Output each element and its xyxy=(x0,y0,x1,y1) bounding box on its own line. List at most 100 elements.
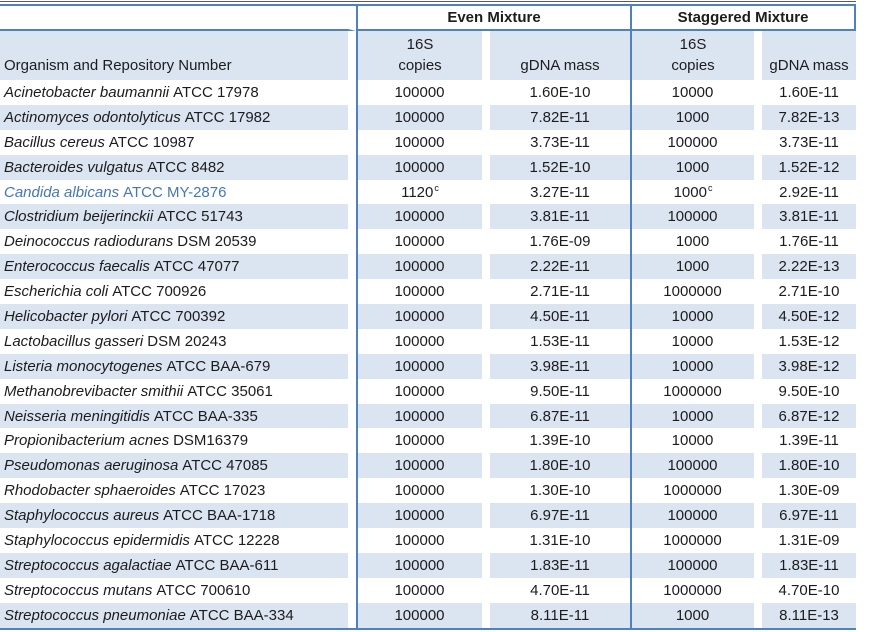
staggered-16s-copies-value: 1000000 xyxy=(663,482,722,500)
staggered-gdna-mass-value: 8.11E-13 xyxy=(779,606,839,624)
repository-number: ATCC 17978 xyxy=(173,83,259,101)
even-16s-copies-cell: 100000 xyxy=(356,154,490,180)
even-16s-copies-value: 100000 xyxy=(394,507,445,525)
staggered-16s-copies-cell: 100000 xyxy=(630,503,762,529)
staggered-16s-copies-value: 10000 xyxy=(671,83,714,101)
even-16s-copies-value: 100000 xyxy=(394,407,445,425)
staggered-gdna-mass-cell: 1.83E-11 xyxy=(762,552,856,578)
organism-cell: Methanobrevibacter smithii ATCC 35061 xyxy=(0,378,356,404)
staggered-16s-copies-value: 10000 xyxy=(671,407,714,425)
even-16s-copies-value: 100000 xyxy=(394,258,445,276)
even-16s-copies-value: 100000 xyxy=(394,531,445,549)
even-16s-copies-cell: 100000 xyxy=(356,403,490,429)
organism-table-row: Staphylococcus aureus ATCC BAA-1718 10000… xyxy=(0,503,856,529)
organism-name: Deinococcus radiodurans xyxy=(4,233,174,251)
even-gdna-mass-cell: 1.80E-10 xyxy=(490,453,630,479)
staggered-16s-copies-cell: 10000 xyxy=(630,403,762,429)
even-16s-copies-value: 100000 xyxy=(394,208,445,226)
even-gdna-mass-value: 1.39E-10 xyxy=(529,432,591,450)
organism-table-row: Acinetobacter baumannii ATCC 17978 100000… xyxy=(0,80,856,105)
organism-name: Listeria monocytogenes xyxy=(4,357,163,375)
staggered-gdna-mass-cell: 1.80E-10 xyxy=(762,453,856,479)
organism-cell: Propionibacterium acnes DSM16379 xyxy=(0,428,356,454)
even-gdna-mass-value: 6.97E-11 xyxy=(530,507,590,525)
organism-name: Streptococcus mutans xyxy=(4,581,153,599)
staggered-gdna-mass-cell: 1.31E-09 xyxy=(762,528,856,553)
staggered-16s-copies-value: 1000 xyxy=(675,158,710,176)
organism-name: Helicobacter pylori xyxy=(4,307,128,325)
staggered-gdna-mass-value: 1.76E-11 xyxy=(779,233,839,251)
even-16s-copies-value: 100000 xyxy=(394,581,445,599)
even-gdna-mass-value: 1.53E-11 xyxy=(530,332,590,350)
repository-number: ATCC BAA-679 xyxy=(166,357,271,375)
organism-table-row: Neisseria meningitidis ATCC BAA-335 10000… xyxy=(0,403,856,429)
staggered-16s-copies-cell: 10000 xyxy=(630,353,762,379)
staggered-gdna-mass-value: 3.73E-11 xyxy=(779,133,839,151)
even-16s-copies-cell: 100000 xyxy=(356,353,490,379)
staggered-16s-copies-cell: 1000 xyxy=(630,104,762,130)
staggered-16s-copies-value: 1000000 xyxy=(663,382,722,400)
organism-cell: Escherichia coli ATCC 700926 xyxy=(0,279,356,305)
column-header-row: Organism and Repository Number 16S copie… xyxy=(0,31,856,80)
staggered-gdna-mass-value: 2.92E-11 xyxy=(779,183,839,201)
even-gdna-mass-cell: 4.50E-11 xyxy=(490,304,630,329)
organism-name: Neisseria meningitidis xyxy=(4,407,150,425)
copies-header-line2: copies xyxy=(398,57,442,74)
staggered-16s-copies-value: 1000000 xyxy=(663,531,722,549)
even-gdna-mass-cell: 1.39E-10 xyxy=(490,428,630,454)
even-16s-copies-cell: 100000 xyxy=(356,229,490,255)
even-16s-copies-value: 100000 xyxy=(394,457,445,475)
staggered-gdna-mass-value: 4.50E-12 xyxy=(778,307,840,325)
organism-cell: Staphylococcus epidermidis ATCC 12228 xyxy=(0,528,356,553)
table-body: Acinetobacter baumannii ATCC 17978 100000… xyxy=(0,80,856,628)
even-16s-copies-cell: 1120c xyxy=(356,179,490,205)
staggered-16s-copies-cell: 1000000 xyxy=(630,528,762,553)
staggered-gdna-mass-value: 3.81E-11 xyxy=(779,208,839,226)
staggered-16s-copies-cell: 10000 xyxy=(630,428,762,454)
organism-table-row: Pseudomonas aeruginosa ATCC 47085 100000 … xyxy=(0,453,856,479)
repository-number: ATCC 35061 xyxy=(187,382,273,400)
staggered-gdna-mass-cell: 6.97E-11 xyxy=(762,503,856,529)
staggered-gdna-mass-cell: 1.30E-09 xyxy=(762,478,856,504)
staggered-gdna-mass-value: 1.31E-09 xyxy=(778,531,840,549)
even-16s-copies-value: 100000 xyxy=(394,83,445,101)
footnote-marker: c xyxy=(707,182,713,193)
staggered-gdna-mass-value: 4.70E-10 xyxy=(778,581,840,599)
staggered-gdna-mass-value: 2.71E-10 xyxy=(778,283,840,301)
organism-table-row: Deinococcus radiodurans DSM 20539 100000 … xyxy=(0,229,856,255)
repository-number: DSM16379 xyxy=(173,432,249,450)
even-gdna-mass-cell: 1.31E-10 xyxy=(490,528,630,553)
organism-cell: Deinococcus radiodurans DSM 20539 xyxy=(0,229,356,255)
even-16s-copies-cell: 100000 xyxy=(356,378,490,404)
organism-name: Pseudomonas aeruginosa xyxy=(4,457,179,475)
even-16s-copies-value: 100000 xyxy=(394,133,445,151)
even-16s-copies-cell: 100000 xyxy=(356,104,490,130)
even-gdna-mass-value: 2.22E-11 xyxy=(530,258,590,276)
organism-cell: Actinomyces odontolyticus ATCC 17982 xyxy=(0,104,356,130)
staggered-16s-copies-cell: 10000 xyxy=(630,80,762,105)
repository-number: ATCC 700926 xyxy=(112,283,207,301)
even-gdna-mass-value: 8.11E-11 xyxy=(530,606,590,624)
repository-number: ATCC 700392 xyxy=(131,307,226,325)
even-16s-copies-value: 100000 xyxy=(394,432,445,450)
organism-column-header: Organism and Repository Number xyxy=(0,31,356,80)
even-gdna-mass-cell: 2.71E-11 xyxy=(490,279,630,305)
repository-number: ATCC BAA-611 xyxy=(175,556,279,574)
organism-table-row: Streptococcus mutans ATCC 700610 100000 4… xyxy=(0,577,856,603)
staggered-gdna-mass-cell: 9.50E-10 xyxy=(762,378,856,404)
organism-table-row: Clostridium beijerinckii ATCC 51743 10000… xyxy=(0,204,856,230)
staggered-gdna-mass-value: 3.98E-12 xyxy=(778,357,840,375)
even-16s-copies-cell: 100000 xyxy=(356,328,490,354)
organism-name: Lactobacillus gasseri xyxy=(4,332,144,350)
table-header: Even Mixture Staggered Mixture Organism … xyxy=(0,6,856,80)
organism-table-row: Propionibacterium acnes DSM16379 100000 1… xyxy=(0,428,856,454)
organism-name: Clostridium beijerinckii xyxy=(4,208,154,226)
repository-number: ATCC 51743 xyxy=(157,208,243,226)
even-16s-copies-header: 16S copies xyxy=(356,31,490,80)
even-gdna-mass-value: 1.80E-10 xyxy=(529,457,591,475)
even-gdna-mass-value: 1.52E-10 xyxy=(529,158,591,176)
staggered-gdna-mass-cell: 3.98E-12 xyxy=(762,353,856,379)
repository-number: ATCC 47077 xyxy=(153,258,240,276)
repository-number: ATCC BAA-335 xyxy=(153,407,258,425)
staggered-gdna-mass-value: 6.97E-11 xyxy=(779,507,839,525)
